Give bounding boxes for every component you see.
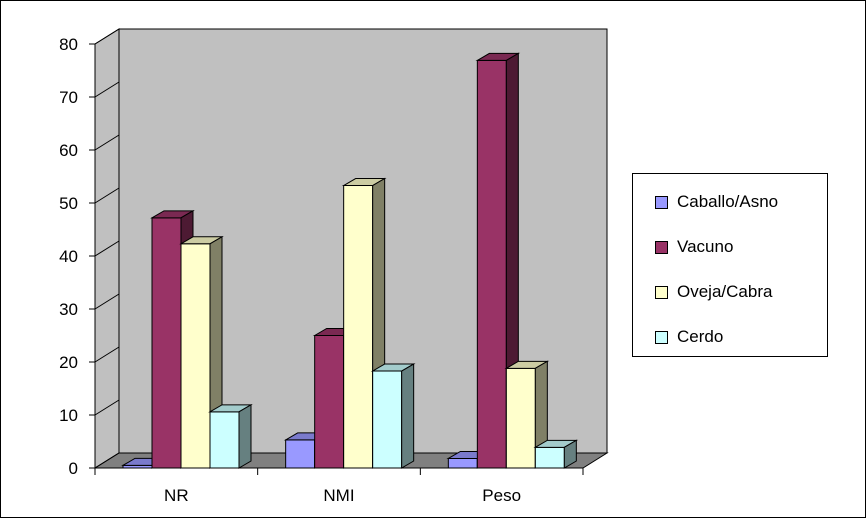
y-tick-diagonal: [94, 293, 120, 310]
y-tick-diagonal: [94, 28, 120, 45]
bar-cerdo-nmi: [370, 363, 416, 469]
bar-front: [209, 411, 240, 469]
legend-label: Caballo/Asno: [677, 192, 779, 211]
bar-cerdo-nr: [208, 403, 253, 469]
bar-front: [447, 457, 478, 469]
legend-label: Oveja/Cabra: [677, 282, 773, 301]
bar-front: [285, 439, 316, 469]
legend-item: Oveja/Cabra: [655, 281, 772, 303]
bar-side: [401, 363, 415, 469]
y-tick-label: 20: [59, 353, 78, 372]
x-axis: NR NMI Peso: [94, 467, 584, 505]
y-tick-label: 10: [59, 406, 78, 425]
x-tick-label: NMI: [323, 486, 354, 505]
bars: [121, 52, 579, 469]
legend-label: Vacuno: [677, 237, 734, 256]
y-tick-diagonal: [94, 452, 120, 469]
y-tick-diagonal: [94, 81, 120, 98]
bar-side: [563, 439, 577, 469]
y-tick-label: 30: [59, 300, 78, 319]
bar-front: [534, 446, 565, 469]
legend-swatch: [655, 330, 668, 344]
bar-side: [238, 403, 252, 469]
bar-front: [343, 185, 374, 469]
legend-swatch: [655, 195, 668, 209]
y-tick-label: 80: [59, 35, 78, 54]
y-axis: 0 10 20 30 40 50 60 70 80: [59, 28, 120, 478]
bar-front: [314, 335, 345, 469]
x-tick-label: Peso: [482, 486, 521, 505]
legend-item: Vacuno: [655, 236, 733, 258]
bar-cerdo-peso: [533, 439, 579, 469]
legend-label: Cerdo: [677, 327, 724, 346]
y-tick-label: 60: [59, 141, 78, 160]
bar-front: [372, 370, 403, 469]
bar-front: [476, 59, 507, 469]
legend: Caballo/Asno Vacuno Oveja/Cabra Cerdo: [632, 173, 828, 357]
y-tick-diagonal: [94, 346, 120, 363]
y-tick-diagonal: [94, 240, 120, 257]
bar-front: [180, 243, 211, 469]
x-tick-label: NR: [164, 486, 189, 505]
legend-swatch: [655, 285, 668, 299]
y-tick-diagonal: [94, 134, 120, 151]
bar-front: [151, 217, 182, 469]
legend-item: Cerdo: [655, 326, 723, 348]
y-tick-label: 0: [69, 459, 78, 478]
y-tick-label: 50: [59, 194, 78, 213]
y-tick-diagonal: [94, 399, 120, 416]
bar-front: [505, 367, 536, 469]
bar-oveja-cabra-peso: [504, 360, 550, 469]
y-tick-label: 70: [59, 88, 78, 107]
y-tick-diagonal: [94, 187, 120, 204]
legend-swatch: [655, 240, 668, 254]
legend-item: Caballo/Asno: [655, 191, 778, 213]
y-tick-label: 40: [59, 247, 78, 266]
